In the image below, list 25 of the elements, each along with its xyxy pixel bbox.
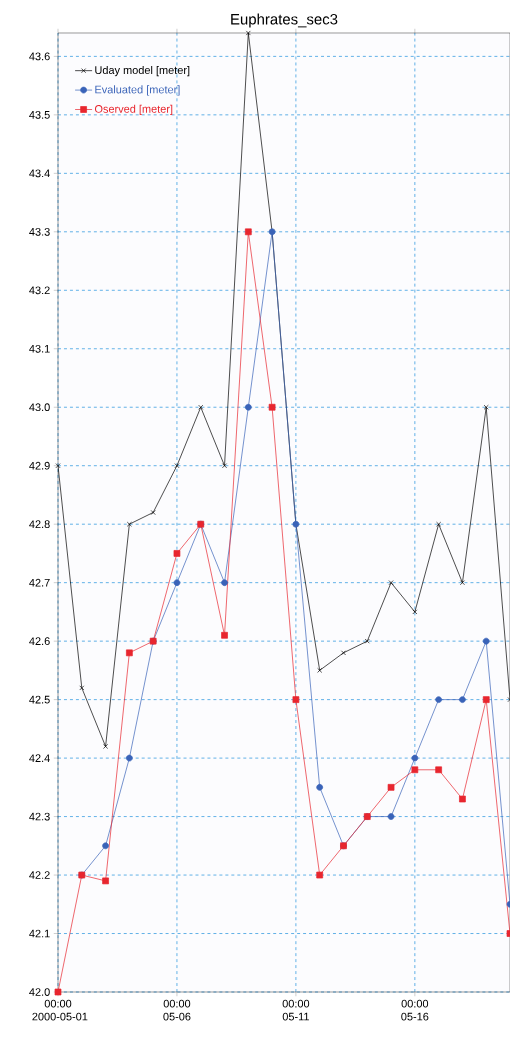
y-tick-label: 43.0 (29, 403, 50, 412)
y-tick-label: 42.4 (29, 754, 50, 762)
chart-title: Euphrates_sec3 (231, 13, 338, 28)
x-tick-label: 00:00 2000-05-01 (32, 999, 88, 1021)
y-tick-label: 43.1 (29, 344, 50, 353)
y-tick-label: 43.4 (29, 169, 50, 178)
y-tick-label: 43.5 (29, 110, 50, 119)
legend-label: Evaluated [meter] (95, 85, 180, 96)
y-tick-label: 42.8 (29, 520, 50, 529)
y-tick-label: 43.6 (29, 52, 50, 61)
y-tick-label: 43.2 (29, 286, 50, 295)
x-tick-label: 00:00 05-16 (401, 999, 429, 1021)
x-tick-label: 00:00 05-11 (282, 999, 310, 1021)
x-tick-label: 00:00 05-06 (163, 999, 191, 1021)
y-tick-label: 43.3 (29, 227, 50, 236)
y-tick-label: 42.2 (29, 871, 50, 879)
y-tick-label: 42.5 (29, 695, 50, 704)
y-tick-label: 42.1 (29, 929, 50, 938)
legend-label: Oserved [meter] (94, 104, 173, 115)
y-tick-label: 42.6 (29, 637, 50, 646)
y-tick-label: 42.0 (29, 988, 50, 996)
y-tick-label: 42.7 (29, 578, 50, 587)
y-tick-label: 42.9 (29, 461, 50, 470)
y-tick-label: 42.3 (29, 812, 50, 821)
legend-label: Uday model [meter] (95, 65, 190, 77)
